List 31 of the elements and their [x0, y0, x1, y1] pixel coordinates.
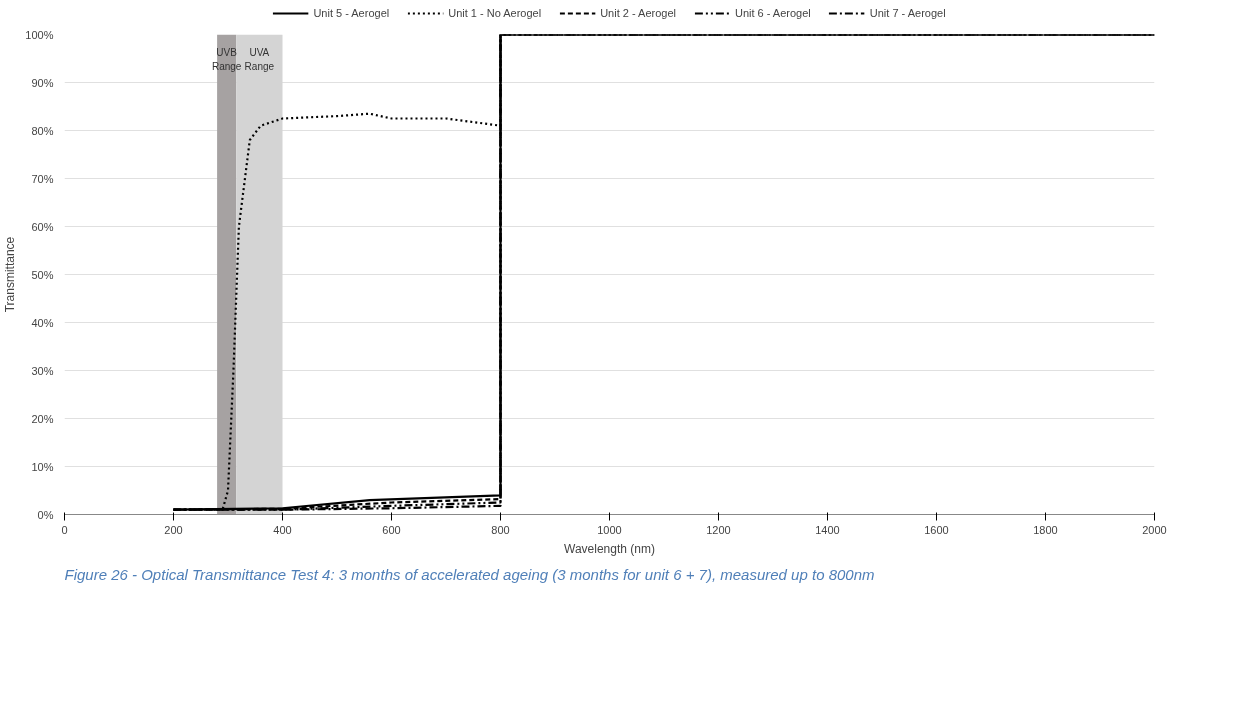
y-tick-label: 10%	[31, 460, 54, 473]
x-tick-label: 800	[491, 523, 510, 536]
legend-label: Unit 5 - Aerogel	[313, 7, 390, 19]
legend-label: Unit 1 - No Aerogel	[448, 7, 542, 19]
y-axis-title: Transmittance	[3, 236, 18, 313]
x-tick-label: 1800	[1033, 523, 1058, 536]
y-tick-label: 30%	[31, 364, 54, 377]
legend-label: Unit 2 - Aerogel	[600, 7, 676, 19]
y-tick-label: 80%	[31, 124, 54, 137]
legend-label: Unit 7 - Aerogel	[869, 7, 946, 19]
y-tick-label: 60%	[31, 220, 54, 233]
legend-label: Unit 6 - Aerogel	[734, 7, 811, 19]
y-tick-label: 90%	[31, 76, 54, 89]
x-tick-label: 2000	[1142, 523, 1167, 536]
x-tick-label: 1200	[706, 523, 731, 536]
y-tick-label: 0%	[37, 508, 54, 521]
caption: Figure 26 - Optical Transmittance Test 4: 3 months of accelerated ageing (3 months for unit 6 + 7), measured up to 800nm	[64, 565, 875, 583]
band-label: UVA Range	[244, 46, 275, 72]
x-tick-label: 1000	[597, 523, 622, 536]
y-tick-label: 20%	[31, 412, 54, 425]
x-tick-label: 0	[61, 523, 68, 536]
x-axis-title: Wavelength (nm)	[564, 541, 655, 556]
x-tick-label: 400	[273, 523, 292, 536]
x-tick-label: 600	[382, 523, 401, 536]
y-tick-label: 100%	[25, 28, 54, 41]
x-tick-label: 1400	[815, 523, 840, 536]
y-tick-label: 70%	[31, 172, 54, 185]
x-tick-label: 1600	[924, 523, 949, 536]
y-tick-label: 50%	[31, 268, 54, 281]
y-tick-label: 40%	[31, 316, 54, 329]
x-tick-label: 200	[164, 523, 183, 536]
